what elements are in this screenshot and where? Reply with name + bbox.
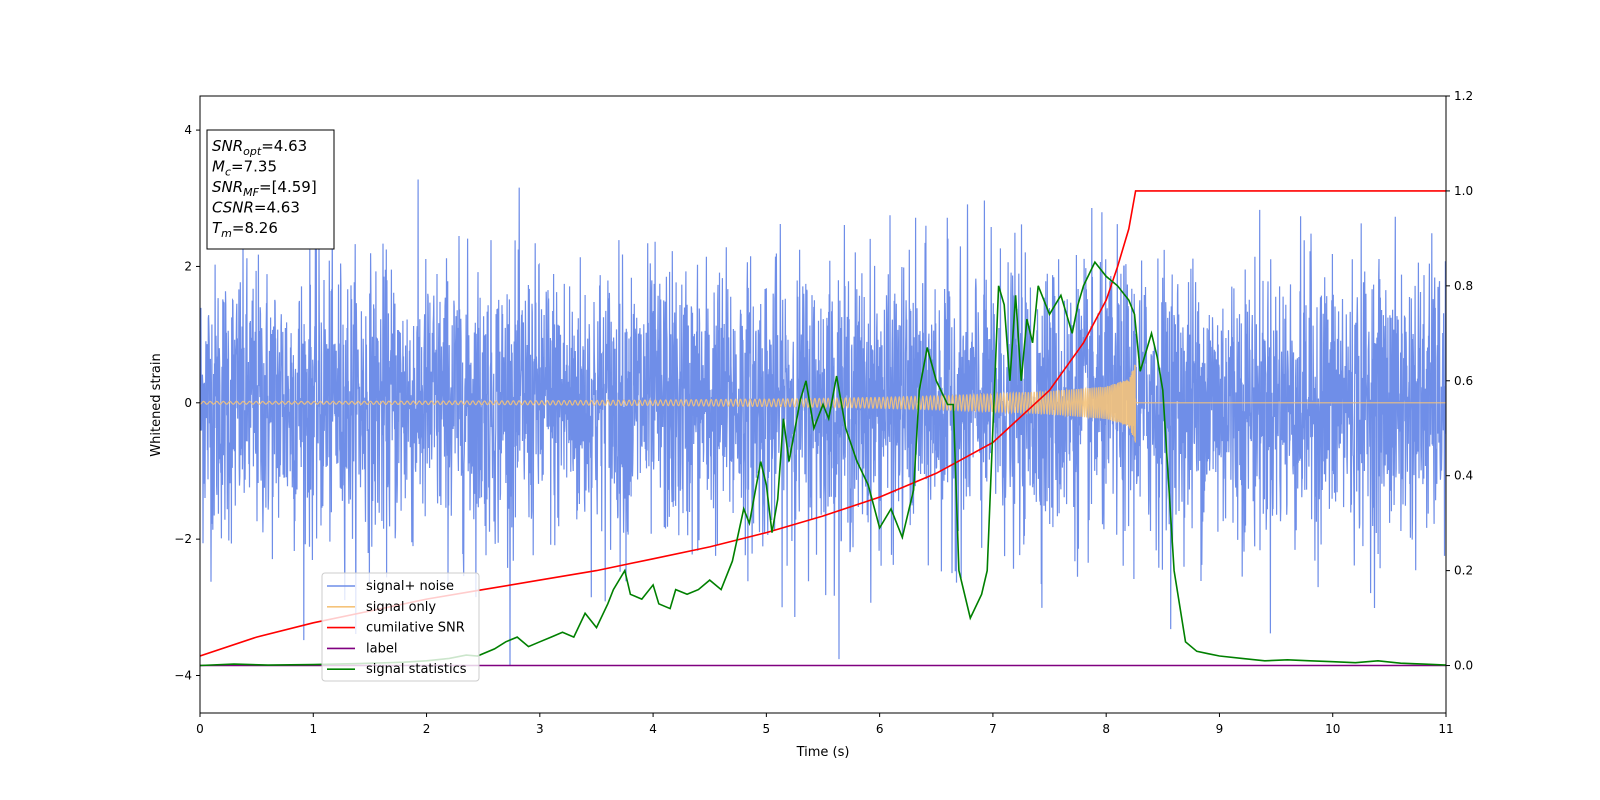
info-box-line: CSNR=4.63 xyxy=(212,199,300,217)
left-y-tick-label: −4 xyxy=(174,669,192,683)
x-tick-label: 2 xyxy=(423,722,431,736)
left-y-tick-label: 4 xyxy=(184,123,192,137)
legend-label: label xyxy=(366,641,397,656)
series-signal-only xyxy=(200,364,1446,443)
legend-label: signal+ noise xyxy=(366,579,454,594)
right-y-tick-label: 1.2 xyxy=(1454,89,1473,103)
info-box-line: SNRopt=4.63 xyxy=(212,137,307,158)
legend-label: signal statistics xyxy=(366,662,467,677)
series-signal-noise xyxy=(200,179,1446,666)
right-y-tick-label: 1.0 xyxy=(1454,184,1473,198)
info-box-line: Tm=8.26 xyxy=(212,219,278,240)
right-y-tick-label: 0.8 xyxy=(1454,279,1473,293)
x-tick-label: 3 xyxy=(536,722,544,736)
x-tick-label: 4 xyxy=(649,722,657,736)
legend-label: cumilative SNR xyxy=(366,621,465,636)
x-axis-label: Time (s) xyxy=(796,745,850,760)
legend-frame xyxy=(321,572,480,682)
x-tick-label: 6 xyxy=(876,722,884,736)
x-tick-label: 7 xyxy=(989,722,997,736)
left-y-tick-label: 0 xyxy=(184,396,192,410)
legend-label: signal only xyxy=(366,600,436,615)
x-tick-label: 9 xyxy=(1216,722,1224,736)
info-box-line: SNRMF=[4.59] xyxy=(212,178,317,199)
x-tick-label: 10 xyxy=(1325,722,1340,736)
right-y-axis-ticks: 0.0 0.2 0.4 0.6 0.8 1.0 1.2 xyxy=(1446,89,1473,673)
right-y-tick-label: 0.4 xyxy=(1454,469,1473,483)
x-tick-label: 1 xyxy=(309,722,317,736)
x-tick-label: 11 xyxy=(1438,722,1453,736)
left-y-tick-label: 2 xyxy=(184,259,192,273)
right-y-tick-label: 0.6 xyxy=(1454,374,1473,388)
legend: signal+ noise signal only cumilative SNR la… xyxy=(321,572,480,682)
x-tick-label: 0 xyxy=(196,722,204,736)
info-box-frame xyxy=(206,129,335,250)
left-y-axis-label: Whitened strain xyxy=(149,353,164,456)
right-y-tick-label: 0.2 xyxy=(1454,564,1473,578)
x-axis-ticks: 0 1 2 3 4 5 6 7 8 9 10 11 xyxy=(196,713,1454,736)
plot-frame xyxy=(199,95,1447,714)
series-signal-statistics xyxy=(200,260,1446,667)
left-y-axis-ticks: −4 −2 0 2 4 xyxy=(174,123,200,683)
x-tick-label: 5 xyxy=(763,722,771,736)
info-box-line: Mc=7.35 xyxy=(212,158,277,179)
right-y-tick-label: 0.0 xyxy=(1454,659,1473,673)
left-y-tick-label: −2 xyxy=(174,532,192,546)
x-tick-label: 8 xyxy=(1102,722,1110,736)
